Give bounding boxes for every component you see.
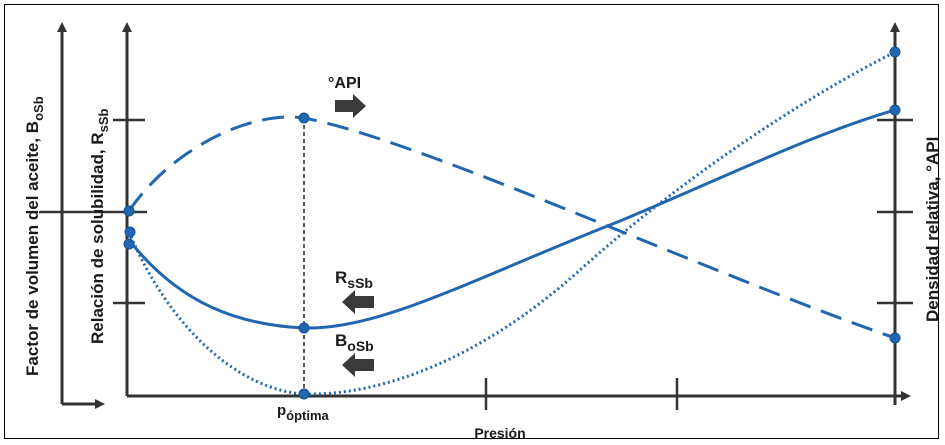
rs-left-arrow xyxy=(342,290,374,314)
right-axis-label: Densidad relativa, °API xyxy=(923,137,942,322)
curve-points xyxy=(123,46,901,400)
api-label: °API xyxy=(328,75,361,92)
bo-start-point xyxy=(124,226,136,238)
api-end-point xyxy=(889,332,901,344)
api-start-point xyxy=(123,205,135,217)
rs-min-point xyxy=(298,322,310,334)
axes xyxy=(57,22,911,409)
ticks xyxy=(39,118,913,410)
figure-frame xyxy=(4,4,939,439)
p-optima-label: póptima xyxy=(277,402,330,423)
direction-arrows xyxy=(335,94,374,377)
bo-left-arrow xyxy=(342,353,374,377)
x-axis-label: Presión xyxy=(474,425,525,441)
rs-start-point xyxy=(123,238,135,250)
outer-left-axis-label: Factor de volumen del aceite, BoSb xyxy=(23,96,46,376)
rs-label: RsSb xyxy=(335,268,373,291)
bo-curve xyxy=(127,50,896,396)
rs-curve xyxy=(127,108,896,330)
api-curve xyxy=(127,115,896,340)
bo-label: BoSb xyxy=(335,331,374,354)
inner-left-axis-label: Relación de solubilidad, RsSb xyxy=(88,109,111,344)
api-right-arrow xyxy=(335,94,366,118)
bo-end-point xyxy=(889,46,901,58)
api-peak-point xyxy=(298,112,310,124)
rs-end-point xyxy=(889,104,901,116)
bo-min-point xyxy=(298,388,310,400)
